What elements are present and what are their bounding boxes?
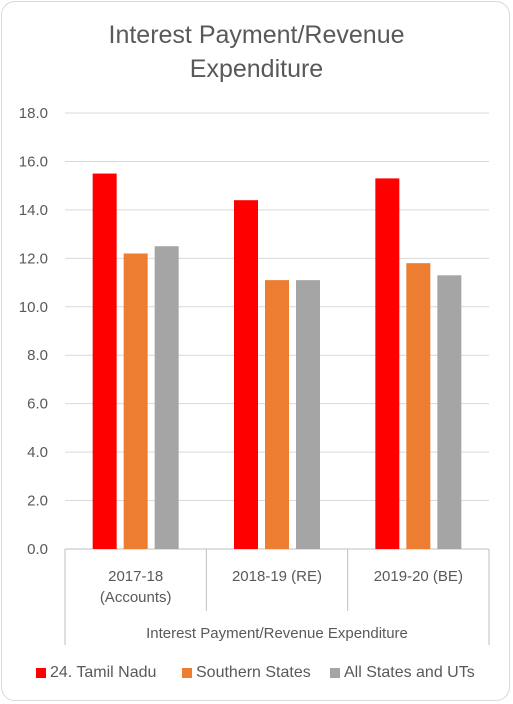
y-tick-label: 4.0 bbox=[27, 444, 48, 461]
y-tick-label: 14.0 bbox=[19, 202, 48, 219]
legend-swatch-all-states bbox=[330, 668, 340, 678]
chart-title-line-2: Expenditure bbox=[189, 55, 324, 83]
x-tick-label-line: 2019-20 (BE) bbox=[374, 568, 463, 585]
x-tick-label-line: 2017-18 bbox=[108, 568, 163, 585]
legend-label-southern-states: Southern States bbox=[196, 664, 311, 681]
bar-all-states-and-uts-2017-18-accounts bbox=[154, 246, 179, 549]
bar-24-tamil-nadu-2019-20-be bbox=[375, 178, 400, 549]
bar-southern-states-2019-20-be bbox=[406, 263, 431, 549]
y-tick-label: 8.0 bbox=[27, 347, 48, 364]
y-tick-label: 2.0 bbox=[27, 493, 48, 510]
x-tick-label: 2018-19 (RE) bbox=[232, 568, 322, 585]
chart-title-line-1: Interest Payment/Revenue bbox=[108, 21, 405, 49]
y-tick-label: 12.0 bbox=[19, 250, 48, 267]
legend: 24. Tamil Nadu Southern States All State… bbox=[0, 661, 513, 685]
legend-label-tamil-nadu: 24. Tamil Nadu bbox=[50, 664, 157, 681]
y-tick-label: 6.0 bbox=[27, 396, 48, 413]
bar-southern-states-2018-19-re bbox=[265, 280, 289, 549]
x-tick-label-line: (Accounts) bbox=[100, 589, 172, 606]
chart-title: Interest Payment/Revenue Expenditure bbox=[0, 18, 513, 86]
legend-label-all-states: All States and UTs bbox=[344, 664, 475, 681]
y-tick-label: 10.0 bbox=[19, 299, 48, 316]
x-tick-label: 2019-20 (BE) bbox=[374, 568, 463, 585]
bar-24-tamil-nadu-2017-18-accounts bbox=[92, 173, 117, 550]
bar-all-states-and-uts-2018-19-re bbox=[296, 280, 320, 549]
x-tick-label-line: 2018-19 (RE) bbox=[232, 568, 322, 585]
y-tick-label: 16.0 bbox=[19, 153, 48, 170]
bar-24-tamil-nadu-2018-19-re bbox=[234, 200, 258, 549]
x-tick-label: 2017-18 (Accounts) bbox=[100, 568, 172, 606]
bar-all-states-and-uts-2019-20-be bbox=[437, 275, 462, 549]
x-axis-title: Interest Payment/Revenue Expenditure bbox=[146, 625, 408, 642]
bar-southern-states-2017-18-accounts bbox=[123, 253, 148, 549]
legend-swatch-southern-states bbox=[182, 668, 192, 678]
y-tick-label: 18.0 bbox=[19, 105, 48, 122]
legend-swatch-tamil-nadu bbox=[36, 668, 46, 678]
y-tick-label: 0.0 bbox=[27, 541, 48, 558]
